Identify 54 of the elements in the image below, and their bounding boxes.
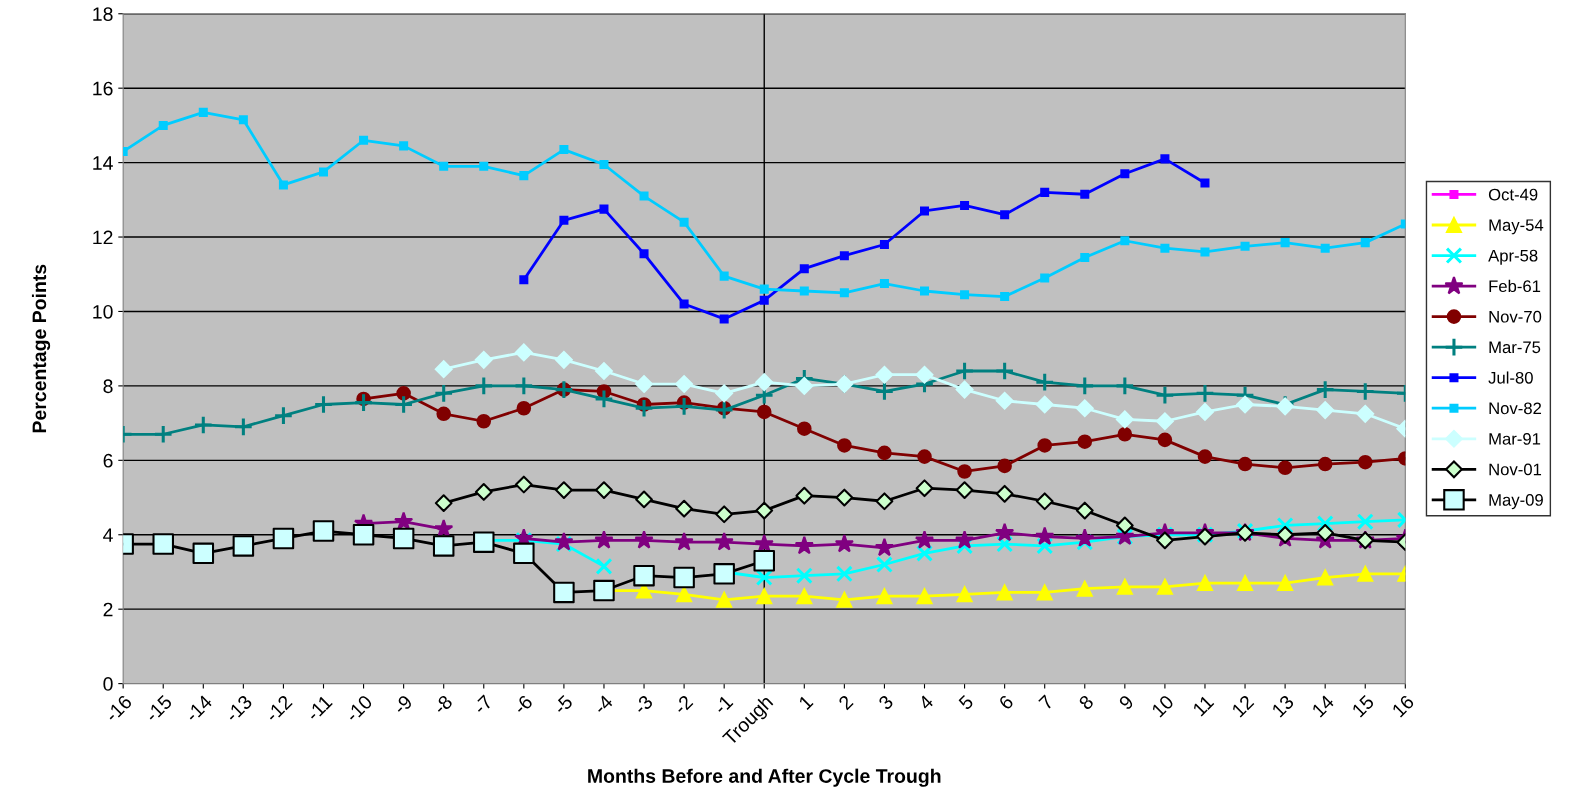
x-tick-label: -11 [305,694,333,722]
x-tick-label: 11 [1192,694,1215,717]
x-tick-label: -10 [344,694,374,723]
x-tick-label: -4 [592,694,614,715]
x-tick-label: 9 [1118,694,1135,711]
x-tick-label: 6 [998,694,1015,711]
legend-label: Oct-49 [1488,188,1538,201]
y-axis-title: Percentage Points [31,264,51,433]
legend-label: Nov-82 [1489,402,1542,415]
legend-label: Nov-70 [1489,310,1542,323]
legend-label: Mar-91 [1489,432,1541,445]
x-tick-label: -2 [672,694,694,715]
legend-label: May-09 [1489,494,1543,510]
x-tick-label: -6 [512,694,534,716]
x-tick-label: -13 [224,694,253,723]
x-tick-label: -16 [104,694,133,723]
y-tick-label: 2 [103,602,113,617]
legend-label: Nov-01 [1489,463,1542,476]
y-tick-label: 10 [93,304,113,319]
x-tick-label: -14 [184,694,213,723]
x-tick-label: 4 [917,694,935,711]
y-tick-label: 4 [103,528,113,542]
x-tick-label: 16 [1391,694,1415,718]
legend-label: Mar-75 [1489,341,1541,354]
x-axis-title: Months Before and After Cycle Trough [588,768,941,787]
x-tick-label: 3 [877,694,894,711]
x-tick-label: -5 [552,694,574,716]
x-tick-label: -7 [472,694,494,715]
x-tick-label: 15 [1351,694,1375,718]
y-tick-label: 16 [93,81,113,96]
y-tick-label: 6 [103,453,113,468]
y-tick-label: 12 [93,230,113,245]
legend-label: Apr-58 [1488,249,1538,265]
legend-label: Jul-80 [1488,371,1533,384]
x-tick-label: 12 [1231,694,1255,718]
x-tick-label: 13 [1271,694,1295,718]
x-tick-label: 5 [957,694,975,711]
y-tick-label: 18 [93,7,113,21]
x-tick-label: -15 [144,694,173,723]
x-tick-label: -3 [632,694,654,716]
x-tick-label: -12 [264,694,293,723]
x-tick-label: 7 [1038,694,1054,711]
x-tick-label: 10 [1151,694,1175,718]
x-tick-label: 8 [1078,694,1095,711]
x-tick-label: 2 [837,694,854,711]
y-tick-label: 8 [103,379,113,394]
legend-label: May-54 [1489,219,1544,235]
x-tick-label: -8 [432,694,454,716]
x-tick-label: 14 [1311,694,1335,718]
legend-label: Feb-61 [1489,279,1541,293]
y-tick-label: 14 [93,156,113,170]
y-tick-label: 0 [103,677,113,691]
x-tick-label: -9 [392,694,414,716]
x-tick-label: 1 [798,694,814,710]
